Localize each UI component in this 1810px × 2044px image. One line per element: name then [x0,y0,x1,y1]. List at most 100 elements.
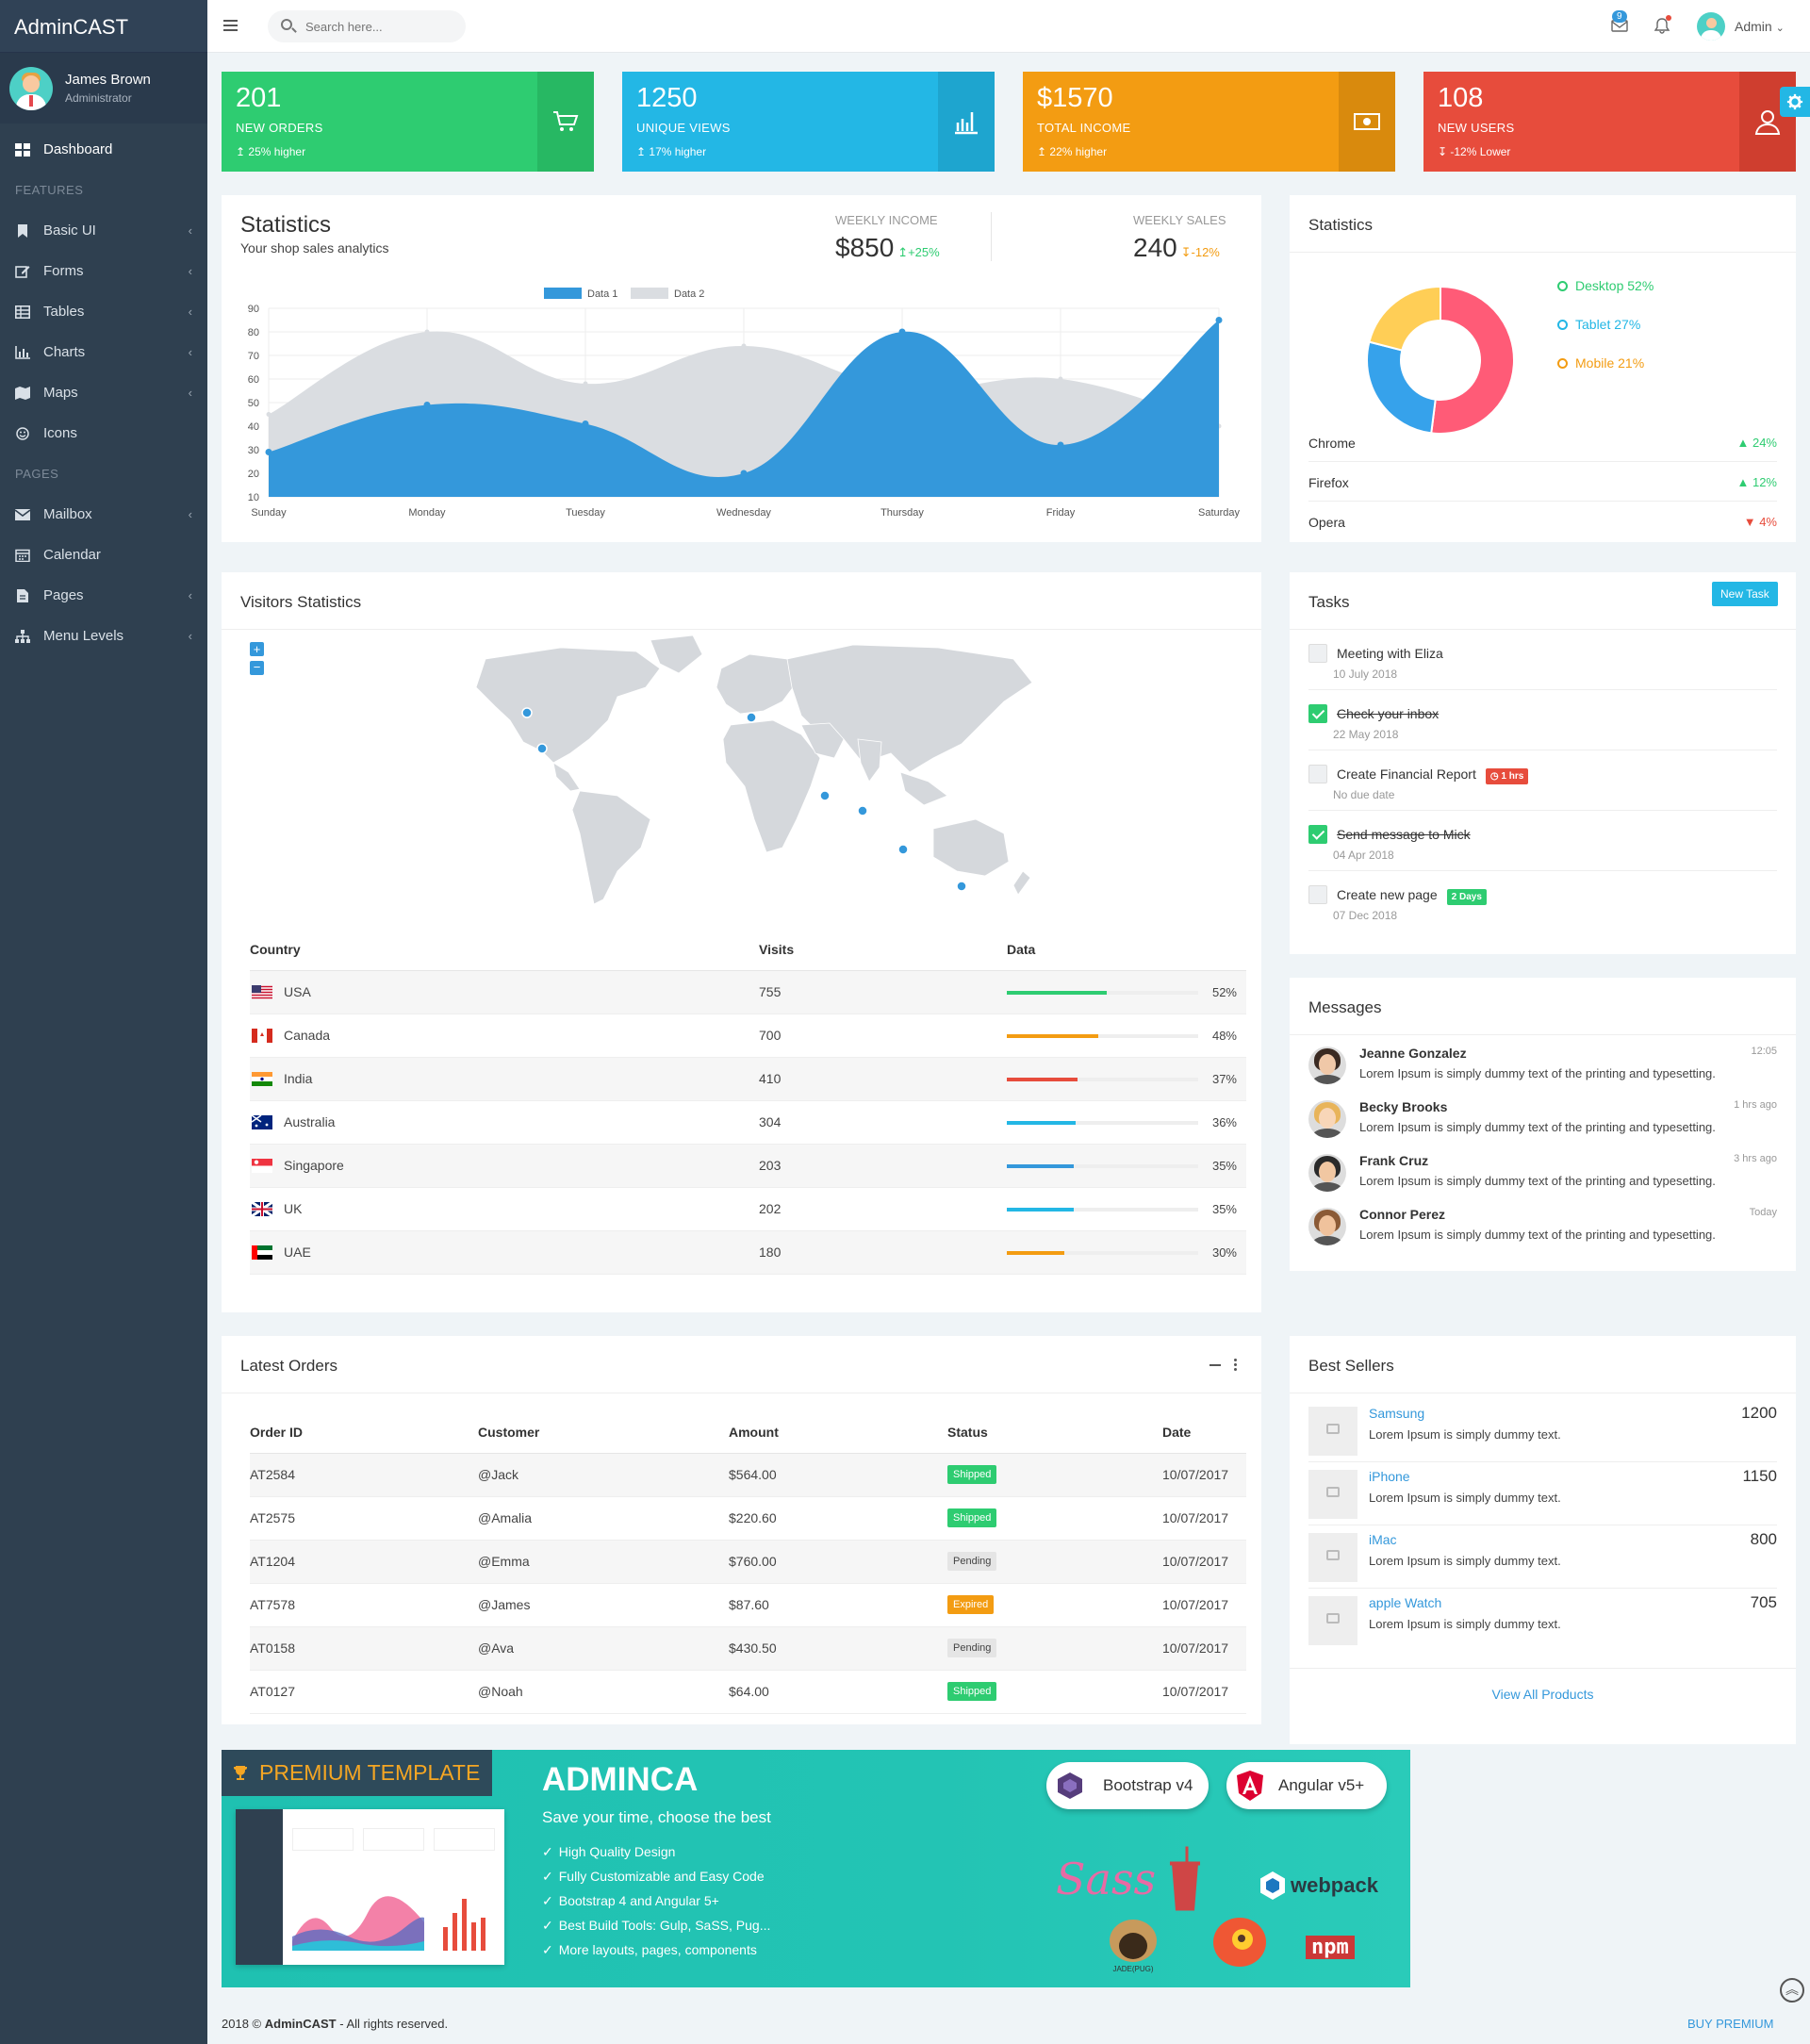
map-central-america [552,762,581,792]
stat-label: NEW ORDERS [236,121,323,135]
column-header: Order ID [250,1411,478,1454]
latest-orders-card: Latest Orders Order ID Customer Amount S… [222,1336,1261,1724]
status-cell: Shipped [947,1670,1162,1714]
country-cell: Canada [250,1014,759,1058]
more-vertical-icon[interactable] [1234,1359,1237,1372]
avatar[interactable] [9,66,53,110]
sidebar-item-icons[interactable]: Icons [0,413,207,453]
table-row: Australia 304 36% [250,1100,1246,1145]
scroll-to-top-button[interactable]: ︽ [1780,1978,1804,2003]
message-sender[interactable]: Becky Brooks [1359,1099,1448,1114]
view-all-products-link[interactable]: View All Products [1491,1687,1594,1702]
product-name-link[interactable]: iMac [1369,1532,1397,1547]
brand-logo[interactable]: AdminCAST [0,0,207,53]
product-name-link[interactable]: iPhone [1369,1469,1410,1484]
mail-count-badge: 9 [1612,10,1627,23]
buy-premium-link[interactable]: BUY PREMIUM [1687,2017,1774,2031]
task-checkbox[interactable] [1308,765,1327,783]
sidebar: AdminCAST James Brown Administrator Dash… [0,0,207,2044]
avatar[interactable] [1308,1154,1346,1192]
chevron-left-icon: ‹ [188,345,192,359]
world-map[interactable] [448,631,1051,914]
task-checkbox[interactable] [1308,825,1327,844]
progress-label: 36% [1211,1114,1237,1129]
sidebar-item-dashboard[interactable]: Dashboard [0,129,207,170]
task-checkbox[interactable] [1308,704,1327,723]
task-badge-text: 2 Days [1451,892,1482,902]
bell-icon[interactable] [1653,16,1671,35]
visits-cell: 755 [759,970,1007,1014]
sidebar-item-maps[interactable]: Maps ‹ [0,372,207,413]
avatar[interactable] [1697,12,1725,41]
product-name-link[interactable]: apple Watch [1369,1595,1442,1610]
message-time: 3 hrs ago [1734,1153,1777,1164]
product-image [1308,1470,1358,1519]
bar-chart-icon [15,345,30,359]
settings-gear-button[interactable] [1780,87,1810,117]
table-row: India 410 37% [250,1057,1246,1101]
message-sender[interactable]: Connor Perez [1359,1207,1446,1222]
message-sender[interactable]: Jeanne Gonzalez [1359,1046,1467,1061]
flag-icon-australia [251,1114,272,1129]
date-cell: 10/07/2017 [1162,1670,1246,1714]
progress-bar [1007,1207,1198,1212]
progress-label: 48% [1211,1028,1237,1043]
product-sales: 1200 [1741,1404,1777,1422]
order-id-link[interactable]: AT1204 [250,1540,478,1584]
stat-card: 1250 UNIQUE VIEWS ↥ 17% higher [622,72,995,172]
order-id-link[interactable]: AT2584 [250,1453,478,1497]
admin-menu[interactable]: Admin ⌄ [1735,19,1785,34]
sidebar-item-label: Maps [43,385,78,401]
sidebar-item-charts[interactable]: Charts ‹ [0,332,207,372]
progress-bar [1007,990,1198,995]
progress-fill [1007,1207,1075,1212]
avatar[interactable] [1308,1047,1346,1084]
sidebar-item-forms[interactable]: Forms ‹ [0,251,207,291]
sidebar-item-tables[interactable]: Tables ‹ [0,291,207,332]
status-cell: Pending [947,1540,1162,1584]
zoom-out-button[interactable]: − [250,661,264,675]
donut-slice [1368,285,1441,352]
task-checkbox[interactable] [1308,644,1327,663]
sidebar-item-mailbox[interactable]: Mailbox ‹ [0,494,207,535]
bower-logo-icon [1213,1918,1266,1967]
message-sender[interactable]: Frank Cruz [1359,1153,1429,1168]
circle-icon [1557,320,1568,330]
device-statistics-card: Statistics Desktop 52% Tablet 27% Mobile 2… [1290,195,1796,542]
column-header: Status [947,1411,1162,1454]
new-task-button[interactable]: New Task [1712,582,1778,606]
pug-logo-icon: JADE(PUG) [1105,1920,1161,1976]
product-name-link[interactable]: Samsung [1369,1406,1425,1421]
zoom-in-button[interactable]: + [250,642,264,656]
visits-cell: 203 [759,1144,1007,1188]
data-point [740,470,748,477]
column-header: Visits [759,929,1007,971]
task-checkbox[interactable] [1308,885,1327,904]
product-sales: 800 [1750,1530,1777,1548]
avatar[interactable] [1308,1100,1346,1138]
sidebar-item-calendar[interactable]: Calendar [0,535,207,575]
map-north-america [475,647,661,764]
data-point [583,381,588,387]
stat-label: TOTAL INCOME [1037,121,1131,135]
promo-feature: ✓ Best Build Tools: Gulp, SaSS, Pug... [542,1918,770,1942]
arrow-up-icon: ↥ [1037,145,1050,158]
sidebar-item-menu-levels[interactable]: Menu Levels ‹ [0,616,207,656]
order-id-link[interactable]: AT7578 [250,1583,478,1627]
sidebar-item-pages[interactable]: Pages ‹ [0,575,207,616]
collapse-icon[interactable] [1209,1364,1221,1366]
promo-subtitle: Save your time, choose the best [542,1808,771,1826]
order-id-link[interactable]: AT0158 [250,1626,478,1671]
nav-heading-pages: PAGES [15,467,59,481]
progress-fill [1007,1250,1064,1255]
order-id-link[interactable]: AT2575 [250,1496,478,1541]
hamburger-menu-icon[interactable] [223,20,238,31]
data-point [1058,376,1063,382]
promo-banner[interactable]: PREMIUM TEMPLATE ADMINCA Save your time,… [222,1750,1410,1987]
sidebar-item-basic-ui[interactable]: Basic UI ‹ [0,210,207,251]
table-row: UK 202 35% [250,1187,1246,1231]
avatar[interactable] [1308,1208,1346,1245]
table-row: USA 755 52% [250,970,1246,1014]
order-id-link[interactable]: AT0127 [250,1670,478,1714]
search-input[interactable] [268,10,466,42]
